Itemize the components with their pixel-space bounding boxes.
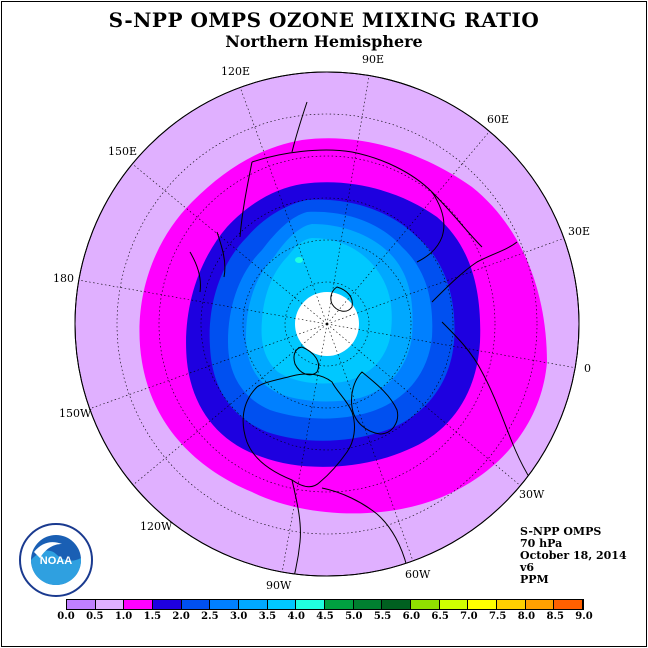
lon-label-120e: 120E bbox=[221, 65, 250, 78]
colorbar-tick-label: 1.5 bbox=[143, 611, 162, 622]
colorbar-segment bbox=[382, 600, 412, 609]
coastlines bbox=[189, 101, 548, 576]
colorbar-tick-label: 2.5 bbox=[201, 611, 219, 622]
colorbar-tick-label: 8.5 bbox=[546, 611, 564, 622]
info-pressure: 70 hPa bbox=[520, 537, 563, 550]
lon-label-30w: 30W bbox=[519, 488, 545, 501]
lon-label-90e: 90E bbox=[362, 53, 384, 66]
info-version: v6 bbox=[520, 561, 535, 574]
metadata-block: S-NPP OMPS 70 hPa October 18, 2014 v6 PP… bbox=[520, 526, 627, 586]
colorbar-tick-label: 1.0 bbox=[114, 611, 133, 622]
graticule-parallels bbox=[116, 113, 538, 535]
lon-label-120w: 120W bbox=[140, 520, 173, 533]
colorbar-tick-label: 4.5 bbox=[316, 611, 334, 622]
colorbar-tick-label: 4.0 bbox=[287, 611, 305, 622]
colorbar-tick-label: 7.5 bbox=[488, 611, 507, 622]
lon-label-60w: 60W bbox=[405, 568, 431, 581]
lon-label-60e: 60E bbox=[487, 113, 509, 126]
colorbar-segment bbox=[181, 600, 211, 609]
lon-label-150e: 150E bbox=[108, 145, 137, 158]
longitude-labels: 90E 60E 30E 0 30W 60W 90W 120W 150W 180 … bbox=[53, 53, 591, 592]
colorbar-tick-label: 0.5 bbox=[86, 611, 104, 622]
colorbar-segment bbox=[497, 600, 526, 609]
lon-label-90w: 90W bbox=[266, 579, 292, 592]
logo-text: NOAA bbox=[40, 555, 72, 567]
colorbar-segment bbox=[325, 600, 354, 609]
lon-label-180: 180 bbox=[53, 272, 74, 285]
contour-4-0 bbox=[295, 257, 303, 263]
colorbar-segment bbox=[67, 600, 96, 609]
page-subtitle: Northern Hemisphere bbox=[225, 32, 423, 51]
colorbar-tick-label: 9.0 bbox=[575, 611, 593, 622]
colorbar-segment bbox=[353, 600, 383, 609]
colorbar-tick-label: 5.5 bbox=[373, 611, 392, 622]
colorbar-tick-label: 3.0 bbox=[229, 611, 248, 622]
colorbar-tick-label: 6.0 bbox=[402, 611, 421, 622]
colorbar-tick-label: 6.5 bbox=[431, 611, 449, 622]
info-units: PPM bbox=[520, 573, 549, 586]
noaa-logo-icon: NOAA bbox=[18, 522, 94, 603]
colorbar-segment bbox=[554, 600, 584, 609]
colorbar-tick-label: 3.5 bbox=[258, 611, 277, 622]
page-title: S-NPP OMPS OZONE MIXING RATIO bbox=[108, 8, 540, 32]
colorbar-tick-label: 8.0 bbox=[517, 611, 536, 622]
colorbar-segment bbox=[124, 600, 154, 609]
colorbar-segment bbox=[95, 600, 125, 609]
colorbar-segment bbox=[210, 600, 240, 609]
colorbar-segment bbox=[525, 600, 555, 609]
colorbar-tick-label: 5.0 bbox=[345, 611, 363, 622]
colorbar-segment bbox=[296, 600, 326, 609]
info-date: October 18, 2014 bbox=[520, 549, 627, 562]
colorbar-tick-label: 7.0 bbox=[460, 611, 478, 622]
lon-label-0: 0 bbox=[584, 362, 591, 375]
lon-label-30e: 30E bbox=[568, 225, 590, 238]
lon-label-150w: 150W bbox=[59, 407, 92, 420]
colorbar-segment bbox=[153, 600, 182, 609]
colorbar-segment bbox=[411, 600, 440, 609]
info-instrument: S-NPP OMPS bbox=[520, 525, 602, 538]
graticule-meridians bbox=[77, 75, 578, 574]
colorbar-segment bbox=[239, 600, 268, 609]
colorbar-ticks: 0.0 0.5 1.0 1.5 2.0 2.5 3.0 3.5 4.0 4.5 5.0 5.5 6.0 6… bbox=[57, 611, 592, 627]
colorbar-segment bbox=[267, 600, 297, 609]
colorbar bbox=[66, 599, 584, 610]
colorbar-tick-label: 0.0 bbox=[57, 611, 75, 622]
colorbar-segment bbox=[468, 600, 498, 609]
colorbar-tick-label: 2.0 bbox=[172, 611, 190, 622]
colorbar-segment bbox=[439, 600, 469, 609]
